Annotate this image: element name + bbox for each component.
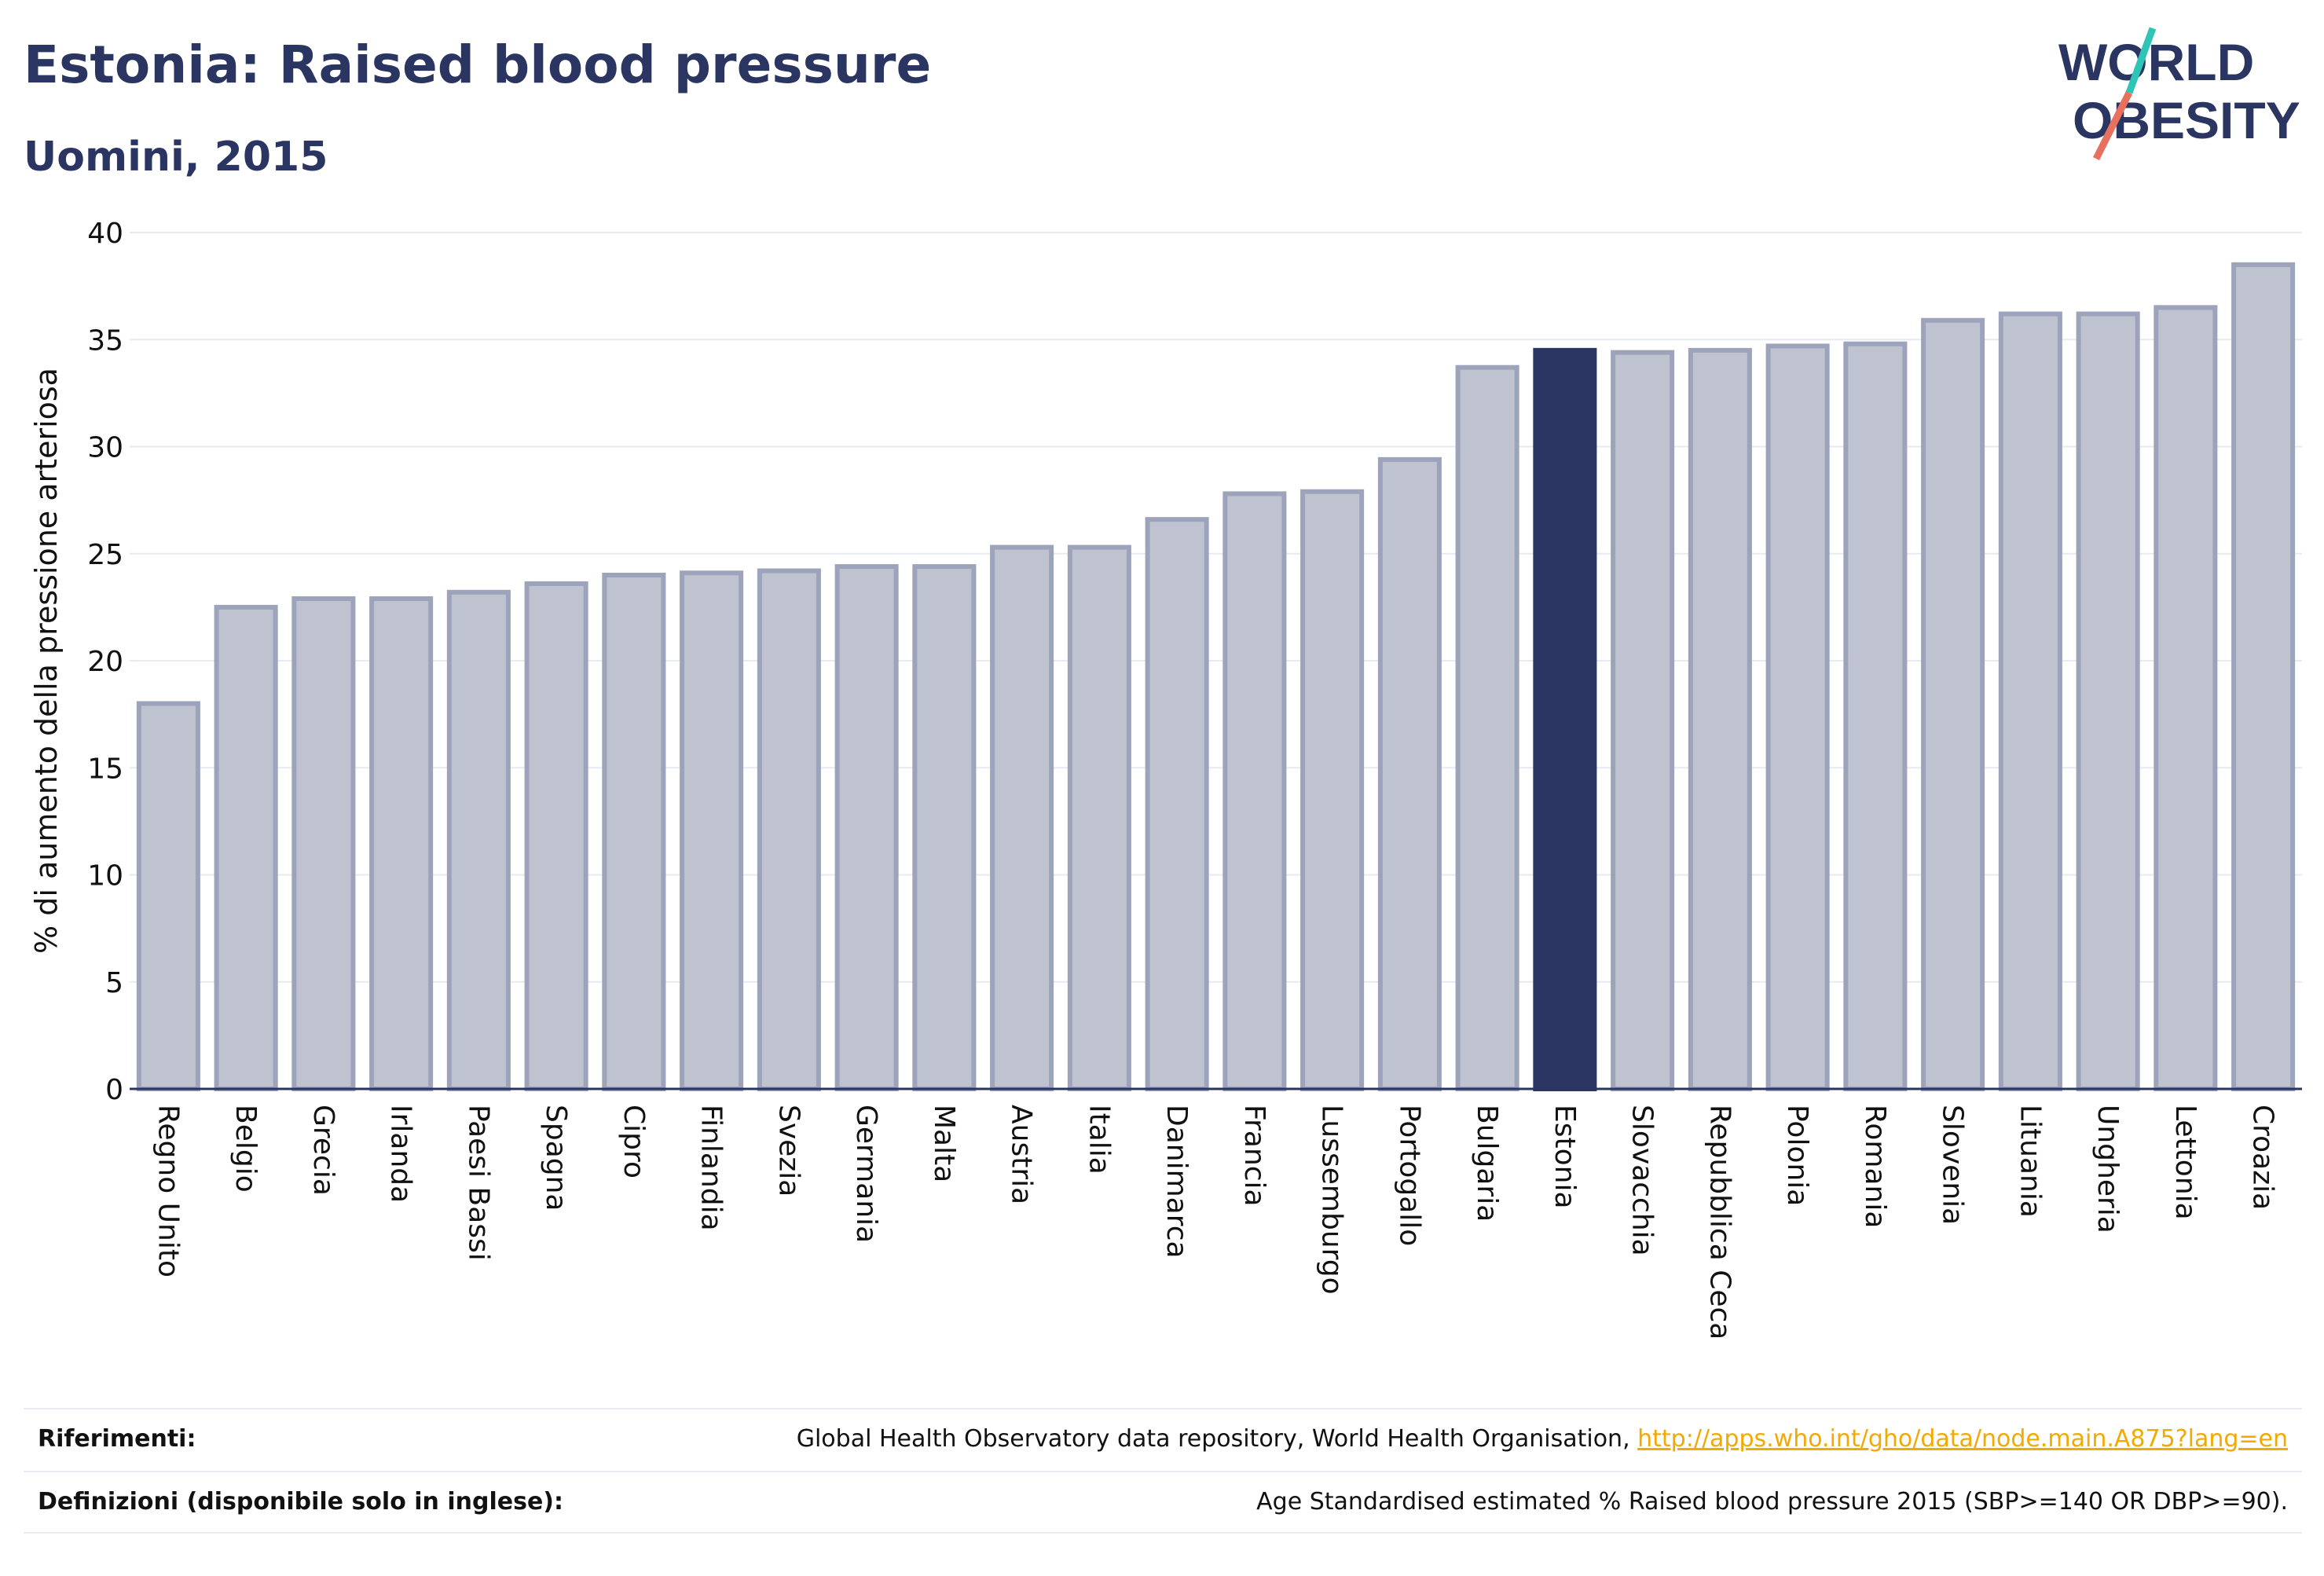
bar-cipro — [602, 573, 666, 1091]
x-tick-label: Lettonia — [2169, 1105, 2201, 1220]
x-tick-label: Ungheria — [2091, 1105, 2124, 1233]
x-tick-label: Lituania — [2014, 1105, 2046, 1218]
x-tick-label: Grecia — [307, 1105, 339, 1196]
logo-line-2: OBESITY — [2073, 91, 2300, 149]
bar-bulgaria — [1455, 365, 1519, 1091]
bar-svezia — [757, 568, 821, 1091]
x-tick-label: Slovenia — [1937, 1105, 1969, 1225]
definitions-value: Age Standardised estimated % Raised bloo… — [1256, 1488, 2288, 1516]
bars — [136, 262, 2296, 1092]
x-tick-label: Germania — [850, 1105, 882, 1243]
x-tick-label: Svezia — [772, 1105, 805, 1197]
y-axis-label: % di aumento della pressione arteriosa — [29, 368, 64, 954]
x-tick-labels: Regno Unito Belgio Grecia Irlanda Paesi Bass… — [152, 1105, 2278, 1340]
chart-title: Estonia: Raised blood pressure — [24, 35, 932, 95]
y-tick-label: 30 — [87, 432, 123, 464]
bar-spagna — [524, 581, 588, 1091]
bar-estonia — [1533, 347, 1597, 1091]
definitions-label: Definizioni (disponibile solo in inglese… — [38, 1488, 563, 1516]
bar-belgio — [214, 604, 278, 1091]
references-row: Riferimenti: Global Health Observatory d… — [24, 1408, 2302, 1472]
x-tick-label: Malta — [928, 1105, 960, 1182]
x-tick-label: Croazia — [2247, 1105, 2279, 1210]
bar-polonia — [1765, 343, 1830, 1091]
x-tick-label: Cipro — [618, 1105, 650, 1178]
x-tick-label: Bulgaria — [1471, 1105, 1503, 1222]
x-tick-label: Finlandia — [695, 1105, 728, 1231]
x-tick-label: Austria — [1006, 1105, 1038, 1204]
x-tick-label: Paesi Bassi — [462, 1105, 494, 1261]
x-tick-label: Polonia — [1781, 1105, 1813, 1206]
bar-lussemburgo — [1300, 489, 1365, 1091]
x-tick-label: Irlanda — [385, 1105, 417, 1203]
bar-romania — [1843, 341, 1908, 1091]
bar-chart: 0 5 10 15 20 25 30 35 40 Regno Unito Belgio Grecia… — [29, 218, 2302, 1340]
x-tick-label: Danimarca — [1160, 1105, 1193, 1259]
definitions-row: Definizioni (disponibile solo in inglese… — [24, 1471, 2302, 1535]
y-tick-labels: 0 5 10 15 20 25 30 35 40 — [87, 218, 123, 1106]
logo-line-1: WORLD — [2058, 33, 2254, 91]
y-tick-label: 0 — [105, 1074, 123, 1106]
y-tick-label: 20 — [87, 646, 123, 678]
bar-croazia — [2231, 262, 2296, 1091]
y-tick-label: 15 — [87, 753, 123, 785]
y-tick-label: 25 — [87, 539, 123, 571]
bar-germania — [834, 564, 899, 1091]
references-value: Global Health Observatory data repositor… — [797, 1425, 2288, 1453]
references-label: Riferimenti: — [38, 1425, 196, 1453]
bar-regno-unito — [136, 701, 200, 1091]
x-tick-label: Estonia — [1549, 1105, 1581, 1209]
logo-slash-teal — [2125, 27, 2157, 94]
x-tick-label: Regno Unito — [152, 1105, 184, 1277]
x-tick-label: Spagna — [540, 1105, 572, 1211]
chart-subtitle: Uomini, 2015 — [24, 134, 328, 181]
bar-irlanda — [369, 596, 434, 1091]
x-tick-label: Romania — [1859, 1105, 1891, 1228]
x-tick-label: Portogallo — [1393, 1105, 1425, 1246]
bar-francia — [1222, 491, 1287, 1091]
x-tick-label: Repubblica Ceca — [1703, 1105, 1736, 1340]
x-tick-label: Italia — [1083, 1105, 1115, 1175]
references-link[interactable]: http://apps.who.int/gho/data/node.main.A… — [1637, 1425, 2288, 1453]
bar-slovenia — [1921, 317, 1985, 1092]
bar-paesi-bassi — [446, 589, 511, 1091]
y-tick-label: 35 — [87, 324, 123, 357]
footer-divider — [24, 1532, 2302, 1534]
y-tick-label: 5 — [105, 967, 123, 999]
y-tick-label: 40 — [87, 218, 123, 250]
world-obesity-logo: WORLD OBESITY — [2058, 27, 2300, 161]
bar-grecia — [291, 596, 356, 1091]
bar-italia — [1067, 544, 1131, 1091]
bar-ungheria — [2076, 311, 2140, 1091]
x-tick-label: Francia — [1238, 1105, 1270, 1207]
y-tick-label: 10 — [87, 860, 123, 892]
x-tick-label: Lussemburgo — [1316, 1105, 1348, 1295]
x-tick-label: Slovacchia — [1626, 1105, 1659, 1256]
bar-lettonia — [2154, 305, 2218, 1091]
bar-portogallo — [1377, 456, 1442, 1091]
bar-slovacchia — [1611, 350, 1675, 1092]
bar-austria — [990, 544, 1054, 1091]
logo-slash-coral — [2092, 90, 2133, 161]
bar-repubblica-ceca — [1688, 347, 1752, 1091]
x-tick-label: Belgio — [229, 1105, 262, 1193]
bar-finlandia — [680, 570, 744, 1091]
bar-lituania — [1998, 311, 2062, 1091]
bar-danimarca — [1145, 517, 1209, 1091]
references-text: Global Health Observatory data repositor… — [796, 1425, 1638, 1453]
bar-malta — [912, 564, 977, 1091]
